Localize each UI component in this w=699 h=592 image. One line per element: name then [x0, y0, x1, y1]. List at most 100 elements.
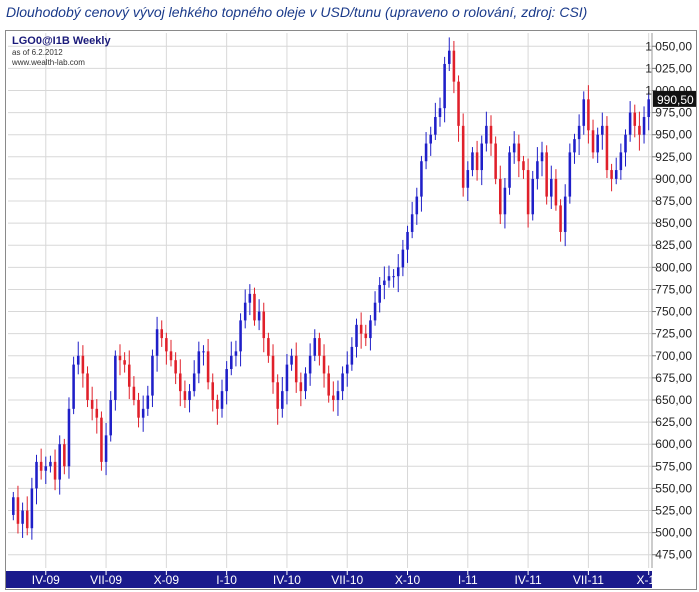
candle-body — [642, 117, 646, 135]
candle-body — [109, 399, 112, 436]
candle-body — [104, 435, 108, 462]
x-tick-label: VII-09 — [90, 573, 122, 587]
chart-source: www.wealth-lab.com — [11, 58, 85, 67]
x-tick-label: I-10 — [216, 573, 237, 587]
y-tick-label: 475,00 — [655, 548, 692, 562]
candle-body — [647, 99, 650, 118]
candle-body — [499, 178, 502, 215]
candle-body — [197, 351, 201, 374]
candle-body — [512, 143, 516, 153]
candle-body — [248, 293, 252, 303]
candle-body — [485, 125, 488, 144]
candle-body — [429, 134, 432, 144]
candle-body — [619, 152, 623, 171]
candle-body — [438, 108, 442, 118]
candle-body — [188, 391, 191, 400]
candle-body — [489, 125, 493, 144]
y-tick-label: 1 050,00 — [645, 39, 692, 53]
candle-body — [132, 386, 136, 400]
candle-body — [522, 161, 525, 171]
y-tick-label: 700,00 — [655, 349, 692, 363]
x-axis: IV-09 VII-09 X-09 I-10 IV-10 VII-10 X-10 I-11 IV… — [6, 571, 661, 588]
candle-body — [81, 355, 85, 374]
candle-body — [174, 360, 177, 374]
candle-body — [211, 382, 215, 400]
candle-body — [183, 391, 187, 400]
candle-body — [591, 130, 595, 153]
candle-body — [165, 338, 168, 352]
candle-body — [192, 373, 196, 392]
y-tick-label: 925,00 — [655, 150, 692, 164]
y-tick-label: 850,00 — [655, 216, 692, 230]
candle-body — [401, 249, 405, 268]
candle-body — [582, 99, 586, 126]
candle-body — [155, 329, 159, 356]
candle-body — [545, 152, 548, 197]
y-tick-label: 800,00 — [655, 260, 692, 274]
y-tick-label: 575,00 — [655, 459, 692, 473]
last-price-label: 990,50 — [657, 93, 694, 107]
candle-body — [531, 178, 535, 215]
candle-body — [225, 369, 228, 392]
candle-body — [179, 373, 182, 392]
candle-body — [628, 112, 632, 135]
candle-body — [387, 276, 391, 281]
candle-body — [550, 178, 553, 197]
candle-body — [276, 382, 279, 409]
candle-body — [95, 408, 99, 418]
x-tick-label: X-09 — [154, 573, 180, 587]
candle-body — [457, 81, 460, 126]
candle-body — [58, 444, 61, 480]
candle-body — [605, 125, 609, 171]
candle-body — [383, 280, 386, 286]
candle-body — [220, 391, 224, 409]
candle-body — [471, 152, 474, 171]
candle-body — [72, 364, 75, 409]
x-tick-label: IV-10 — [273, 573, 301, 587]
candle-body — [554, 178, 558, 206]
y-tick-label: 875,00 — [655, 194, 692, 208]
candle-body — [568, 152, 572, 197]
y-tick-label: 525,00 — [655, 504, 692, 518]
candle-body — [322, 355, 326, 374]
y-tick-label: 900,00 — [655, 172, 692, 186]
candle-body — [318, 338, 321, 356]
candle-body — [336, 391, 340, 400]
candle-body — [30, 488, 34, 529]
candle-body — [480, 143, 483, 171]
y-tick-label: 550,00 — [655, 481, 692, 495]
candle-body — [294, 355, 298, 383]
candle-body — [49, 461, 52, 467]
y-tick-label: 975,00 — [655, 106, 692, 120]
candle-body — [350, 346, 354, 365]
chart-frame: 1 050,00 1 025,00 1 000,00 975,00 950,00 925,… — [5, 30, 697, 590]
candle-body — [76, 355, 80, 365]
chart-as-of: as of 6.2.2012 — [12, 48, 63, 57]
y-tick-label: 1 025,00 — [645, 61, 692, 75]
x-tick-label: IV-11 — [515, 573, 542, 587]
candle-body — [406, 231, 409, 250]
candle-body — [202, 351, 205, 353]
candle-body — [137, 399, 140, 418]
candle-body — [267, 338, 270, 356]
candle-body — [410, 214, 414, 232]
candle-body — [304, 373, 307, 392]
y-tick-label: 600,00 — [655, 437, 692, 451]
y-tick-label: 650,00 — [655, 393, 692, 407]
candle-body — [53, 461, 57, 480]
candle-body — [415, 196, 419, 215]
grid-layer — [8, 33, 652, 568]
candle-body — [206, 351, 210, 383]
candle-body — [536, 161, 539, 179]
candle-body — [308, 355, 312, 374]
candle-body — [466, 170, 470, 188]
candle-body — [624, 134, 627, 153]
candle-body — [601, 125, 604, 135]
candle-body — [25, 510, 29, 529]
candle-body — [12, 497, 15, 515]
candle-body — [141, 408, 145, 418]
candle-body — [369, 320, 372, 339]
candle-body — [452, 50, 456, 82]
candle-body — [271, 355, 275, 383]
last-price-box — [653, 90, 696, 107]
